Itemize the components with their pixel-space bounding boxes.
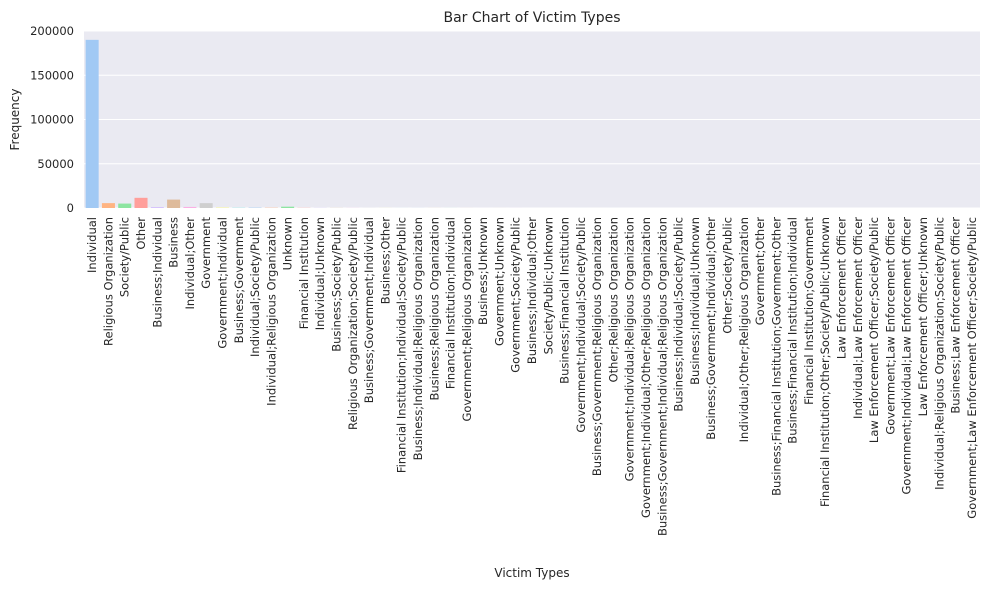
x-tick-label: Government;Law Enforcement Officer;Socie… <box>965 217 979 519</box>
x-tick-label: Business;Government <box>232 217 246 344</box>
x-tick-label: Business;Government;Individual <box>362 217 376 403</box>
x-tick-label: Society/Public;Unknown <box>541 217 555 354</box>
x-tick-label: Business;Other <box>378 217 392 305</box>
bar <box>118 204 131 208</box>
y-axis-label: Frequency <box>8 89 22 151</box>
bar <box>102 203 115 208</box>
x-tick-label: Business;Individual;Religious Organizati… <box>411 217 425 460</box>
x-tick-label: Business;Government;Individual;Religious… <box>655 217 669 536</box>
x-tick-label: Financial Institution;Individual <box>444 217 458 389</box>
x-tick-label: Individual;Law Enforcement Officer <box>851 217 865 419</box>
x-tick-label: Business;Law Enforcement Officer <box>949 217 963 414</box>
bar <box>200 203 213 208</box>
x-tick-label: Government;Individual;Society/Public <box>574 217 588 433</box>
x-tick-label: Individual;Religious Organization <box>264 217 278 406</box>
x-tick-label: Law Enforcement Officer <box>835 217 849 359</box>
x-tick-label: Business;Government;Individual;Other <box>704 217 718 440</box>
x-tick-label: Business;Financial Institution;Individua… <box>786 217 800 444</box>
x-tick-label: Government;Individual;Law Enforcement Of… <box>900 217 914 495</box>
x-tick-label: Other;Religious Organization <box>606 217 620 382</box>
bar <box>183 207 196 208</box>
x-tick-label: Individual;Society/Public <box>248 217 262 357</box>
x-tick-label: Government;Law Enforcement Officer <box>883 217 897 435</box>
bar <box>167 200 180 208</box>
x-tick-label: Government;Individual;Other;Religious Or… <box>639 217 653 518</box>
x-tick-label: Government;Other <box>753 217 767 326</box>
y-tick-labels: 0 50000 100000 150000 200000 <box>30 24 74 215</box>
y-tick-label: 0 <box>67 201 74 215</box>
x-tick-label: Individual;Religious Organization;Societ… <box>932 217 946 490</box>
y-tick-label: 200000 <box>30 24 74 38</box>
x-tick-label: Business;Religious Organization <box>427 217 441 401</box>
x-tick-label: Government;Individual <box>215 217 229 349</box>
x-tick-label: Business;Individual;Society/Public <box>672 217 686 412</box>
x-tick-label: Individual;Unknown <box>313 217 327 330</box>
chart-title: Bar Chart of Victim Types <box>443 10 620 26</box>
x-tick-label: Business;Financial Institution <box>558 217 572 384</box>
bar <box>281 207 294 208</box>
x-tick-label: Government <box>199 217 213 289</box>
x-tick-label: Individual;Other;Religious Organization <box>737 217 751 442</box>
x-tick-label: Business;Government;Religious Organizati… <box>590 217 604 476</box>
y-tick-label: 150000 <box>30 68 74 82</box>
x-tick-label: Law Enforcement Officer;Society/Public <box>867 217 881 443</box>
x-tick-label: Business;Financial Institution;Governmen… <box>769 217 783 496</box>
x-tick-label: Financial Institution;Government <box>802 217 816 405</box>
bar <box>135 198 148 208</box>
x-tick-label: Business;Unknown <box>476 217 490 325</box>
x-axis-label: Victim Types <box>494 566 569 580</box>
x-tick-label: Business;Individual;Unknown <box>688 217 702 385</box>
x-tick-label: Unknown <box>281 217 295 270</box>
x-tick-label: Individual;Other <box>183 217 197 310</box>
x-tick-label: Business;Individual <box>150 217 164 328</box>
bar <box>151 207 164 208</box>
y-tick-label: 50000 <box>37 157 74 171</box>
x-tick-label: Other <box>134 217 148 250</box>
x-tick-label: Government;Unknown <box>492 217 506 346</box>
x-tick-label: Individual <box>85 217 99 273</box>
x-tick-label: Business;Society/Public <box>330 217 344 352</box>
x-tick-label: Financial Institution;Individual;Society… <box>395 217 409 473</box>
y-tick-label: 100000 <box>30 113 74 127</box>
x-tick-label: Financial Institution <box>297 217 311 329</box>
x-tick-label: Government;Religious Organization <box>460 217 474 422</box>
x-tick-label: Religious Organization;Society/Public <box>346 217 360 430</box>
bar <box>216 207 229 208</box>
x-tick-label: Financial Institution;Other;Society/Publ… <box>818 217 832 507</box>
x-tick-label: Business;Individual;Other <box>525 217 539 364</box>
x-tick-label: Other;Society/Public <box>720 217 734 334</box>
x-tick-label: Government;Society/Public <box>509 217 523 373</box>
x-tick-label: Society/Public <box>118 217 132 297</box>
x-tick-label: Religious Organization <box>101 217 115 346</box>
x-tick-label: Government;Individual;Religious Organiza… <box>623 217 637 481</box>
bar <box>86 40 99 208</box>
x-tick-label: Business <box>167 217 181 268</box>
x-tick-label: Law Enforcement Officer;Unknown <box>916 217 930 416</box>
